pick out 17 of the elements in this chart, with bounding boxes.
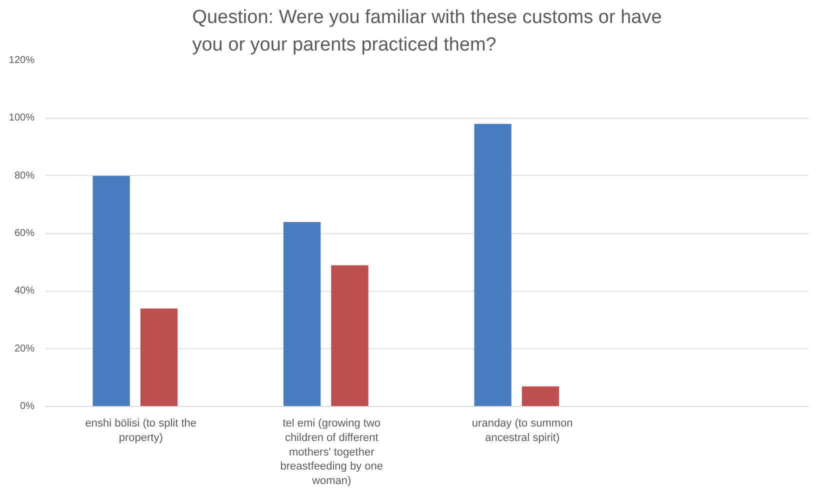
x-tick-label: tel emi (growing two children of different mothers' together breastfeeding by one woman) xyxy=(280,418,384,488)
bar xyxy=(92,176,130,406)
y-tick-label: 60% xyxy=(14,228,35,239)
chart-title: Question: Were you familiar with these customs or have you or your parents practiced them? xyxy=(192,7,662,56)
x-tick-label: uranday (to summon ancestral spirit) xyxy=(472,418,573,444)
x-tick-label: enshi bölisi (to split the property) xyxy=(85,418,197,444)
y-tick-label: 20% xyxy=(14,343,35,354)
y-tick-label: 40% xyxy=(14,286,35,297)
y-tick-label: 120% xyxy=(8,55,35,66)
y-tick-label: 0% xyxy=(20,401,35,412)
bar xyxy=(474,124,512,406)
bar xyxy=(140,308,178,406)
bar xyxy=(283,222,321,406)
y-tick-label: 100% xyxy=(8,112,35,124)
y-tick-label: 80% xyxy=(14,170,35,182)
bar xyxy=(331,265,368,406)
bar xyxy=(522,386,560,406)
